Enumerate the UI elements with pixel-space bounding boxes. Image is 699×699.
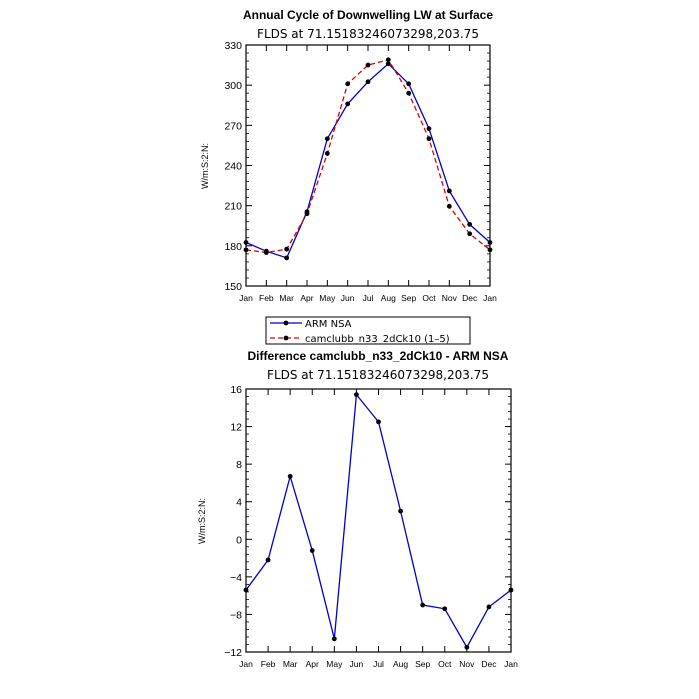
data-point-1-0 (243, 247, 249, 253)
data-point-0-5 (345, 101, 351, 107)
data-point-1-3 (304, 211, 310, 217)
chart1-legend: ARM NSA camclubb_n33_2dCk10 (1–5) (265, 316, 471, 345)
xtick-label: Apr (306, 659, 319, 669)
legend-box (265, 316, 471, 345)
legend-label-cam: camclubb_n33_2dCk10 (1–5) (305, 334, 450, 345)
data-point-1-9 (426, 136, 432, 142)
xtick-label: Oct (422, 293, 436, 303)
xtick-label: Nov (442, 293, 458, 303)
ytick-label: 8 (236, 459, 242, 471)
chart2-ylabel: W/m:S:2:N: (197, 498, 207, 544)
xtick-label: Oct (438, 659, 452, 669)
ytick-label: 270 (224, 120, 242, 132)
series-line-1 (245, 58, 491, 254)
data-point-0-6 (376, 419, 381, 425)
series-line-0 (245, 62, 491, 259)
data-point-0-3 (309, 548, 315, 553)
ytick-label: −12 (224, 647, 242, 659)
xtick-label: Dec (462, 293, 478, 303)
xtick-label: Feb (259, 293, 274, 303)
xtick-label: Jun (341, 293, 355, 303)
chart2-frame (245, 388, 512, 653)
data-point-1-6 (365, 62, 371, 68)
xtick-label: Nov (459, 659, 475, 669)
data-point-0-0 (243, 587, 249, 593)
xtick-label: Mar (283, 659, 298, 669)
xtick-label: Aug (393, 659, 408, 669)
ytick-label: 0 (236, 534, 242, 546)
data-point-1-7 (385, 57, 391, 63)
data-point-0-0 (243, 240, 249, 245)
data-point-0-6 (365, 79, 371, 85)
xtick-label: Sep (401, 293, 416, 303)
data-point-0-4 (331, 636, 337, 642)
data-point-0-8 (420, 602, 426, 608)
xtick-label: May (326, 659, 343, 669)
xtick-label: Feb (261, 659, 276, 669)
ytick-label: −8 (230, 609, 242, 621)
ytick-label: 4 (236, 497, 242, 509)
xtick-label: Jan (483, 293, 497, 303)
xtick-label: Jan (504, 659, 518, 669)
legend-marker-cam (283, 335, 289, 341)
chart2-title: Difference camclubb_n33_2dCk10 - ARM NSA (248, 349, 509, 363)
data-point-0-12 (508, 587, 514, 593)
xtick-label: Jan (239, 659, 253, 669)
data-point-0-7 (398, 508, 403, 514)
data-point-1-12 (487, 247, 493, 253)
xtick-label: Sep (415, 659, 430, 669)
ytick-label: 150 (224, 281, 242, 293)
data-point-1-1 (263, 250, 269, 255)
chart1-title: Annual Cycle of Downwelling LW at Surfac… (243, 8, 493, 22)
data-point-0-12 (487, 240, 493, 245)
xtick-label: Mar (279, 293, 294, 303)
annual-cycle-chart: Annual Cycle of Downwelling LW at Surfac… (200, 8, 497, 345)
data-point-0-11 (486, 604, 492, 610)
series-line-0 (245, 392, 512, 649)
data-point-0-2 (284, 255, 290, 261)
xtick-label: Apr (300, 293, 313, 303)
xtick-label: Jun (350, 659, 364, 669)
xtick-label: Jul (373, 659, 384, 669)
chart1-ylabel: W/m:S:2:N: (200, 143, 210, 189)
chart2-subtitle: FLDS at 71.15183246073298,203.75 (267, 368, 489, 382)
data-point-0-2 (287, 473, 293, 479)
ytick-label: 210 (224, 201, 242, 213)
xtick-label: Dec (481, 659, 497, 669)
xtick-label: Aug (381, 293, 396, 303)
data-point-0-10 (446, 188, 452, 194)
ytick-label: 16 (230, 384, 242, 396)
data-point-1-10 (446, 203, 452, 209)
data-point-0-7 (385, 61, 391, 67)
data-point-0-9 (442, 606, 448, 612)
data-point-0-8 (406, 81, 412, 87)
data-point-1-11 (467, 231, 473, 237)
xtick-label: May (319, 293, 336, 303)
chart1-subtitle: FLDS at 71.15183246073298,203.75 (257, 27, 479, 41)
ytick-label: −4 (230, 572, 242, 584)
data-point-0-11 (467, 222, 473, 227)
ytick-label: 12 (230, 422, 242, 434)
data-point-1-2 (284, 246, 290, 252)
data-point-0-1 (265, 557, 271, 563)
ytick-label: 300 (224, 80, 242, 92)
data-point-0-5 (354, 392, 359, 398)
ytick-label: 180 (224, 241, 242, 253)
data-point-0-10 (464, 644, 470, 650)
difference-chart: Difference camclubb_n33_2dCk10 - ARM NSA… (197, 349, 518, 669)
xtick-label: Jan (239, 293, 253, 303)
ytick-label: 330 (224, 40, 242, 52)
xtick-label: Jul (363, 293, 374, 303)
data-point-1-8 (406, 90, 412, 96)
data-point-0-9 (426, 126, 432, 132)
data-point-1-4 (324, 151, 330, 156)
ytick-label: 240 (224, 161, 242, 173)
data-point-0-4 (324, 136, 330, 142)
data-point-1-5 (345, 81, 351, 87)
legend-label-arm: ARM NSA (305, 319, 352, 330)
legend-marker-arm (283, 320, 289, 326)
